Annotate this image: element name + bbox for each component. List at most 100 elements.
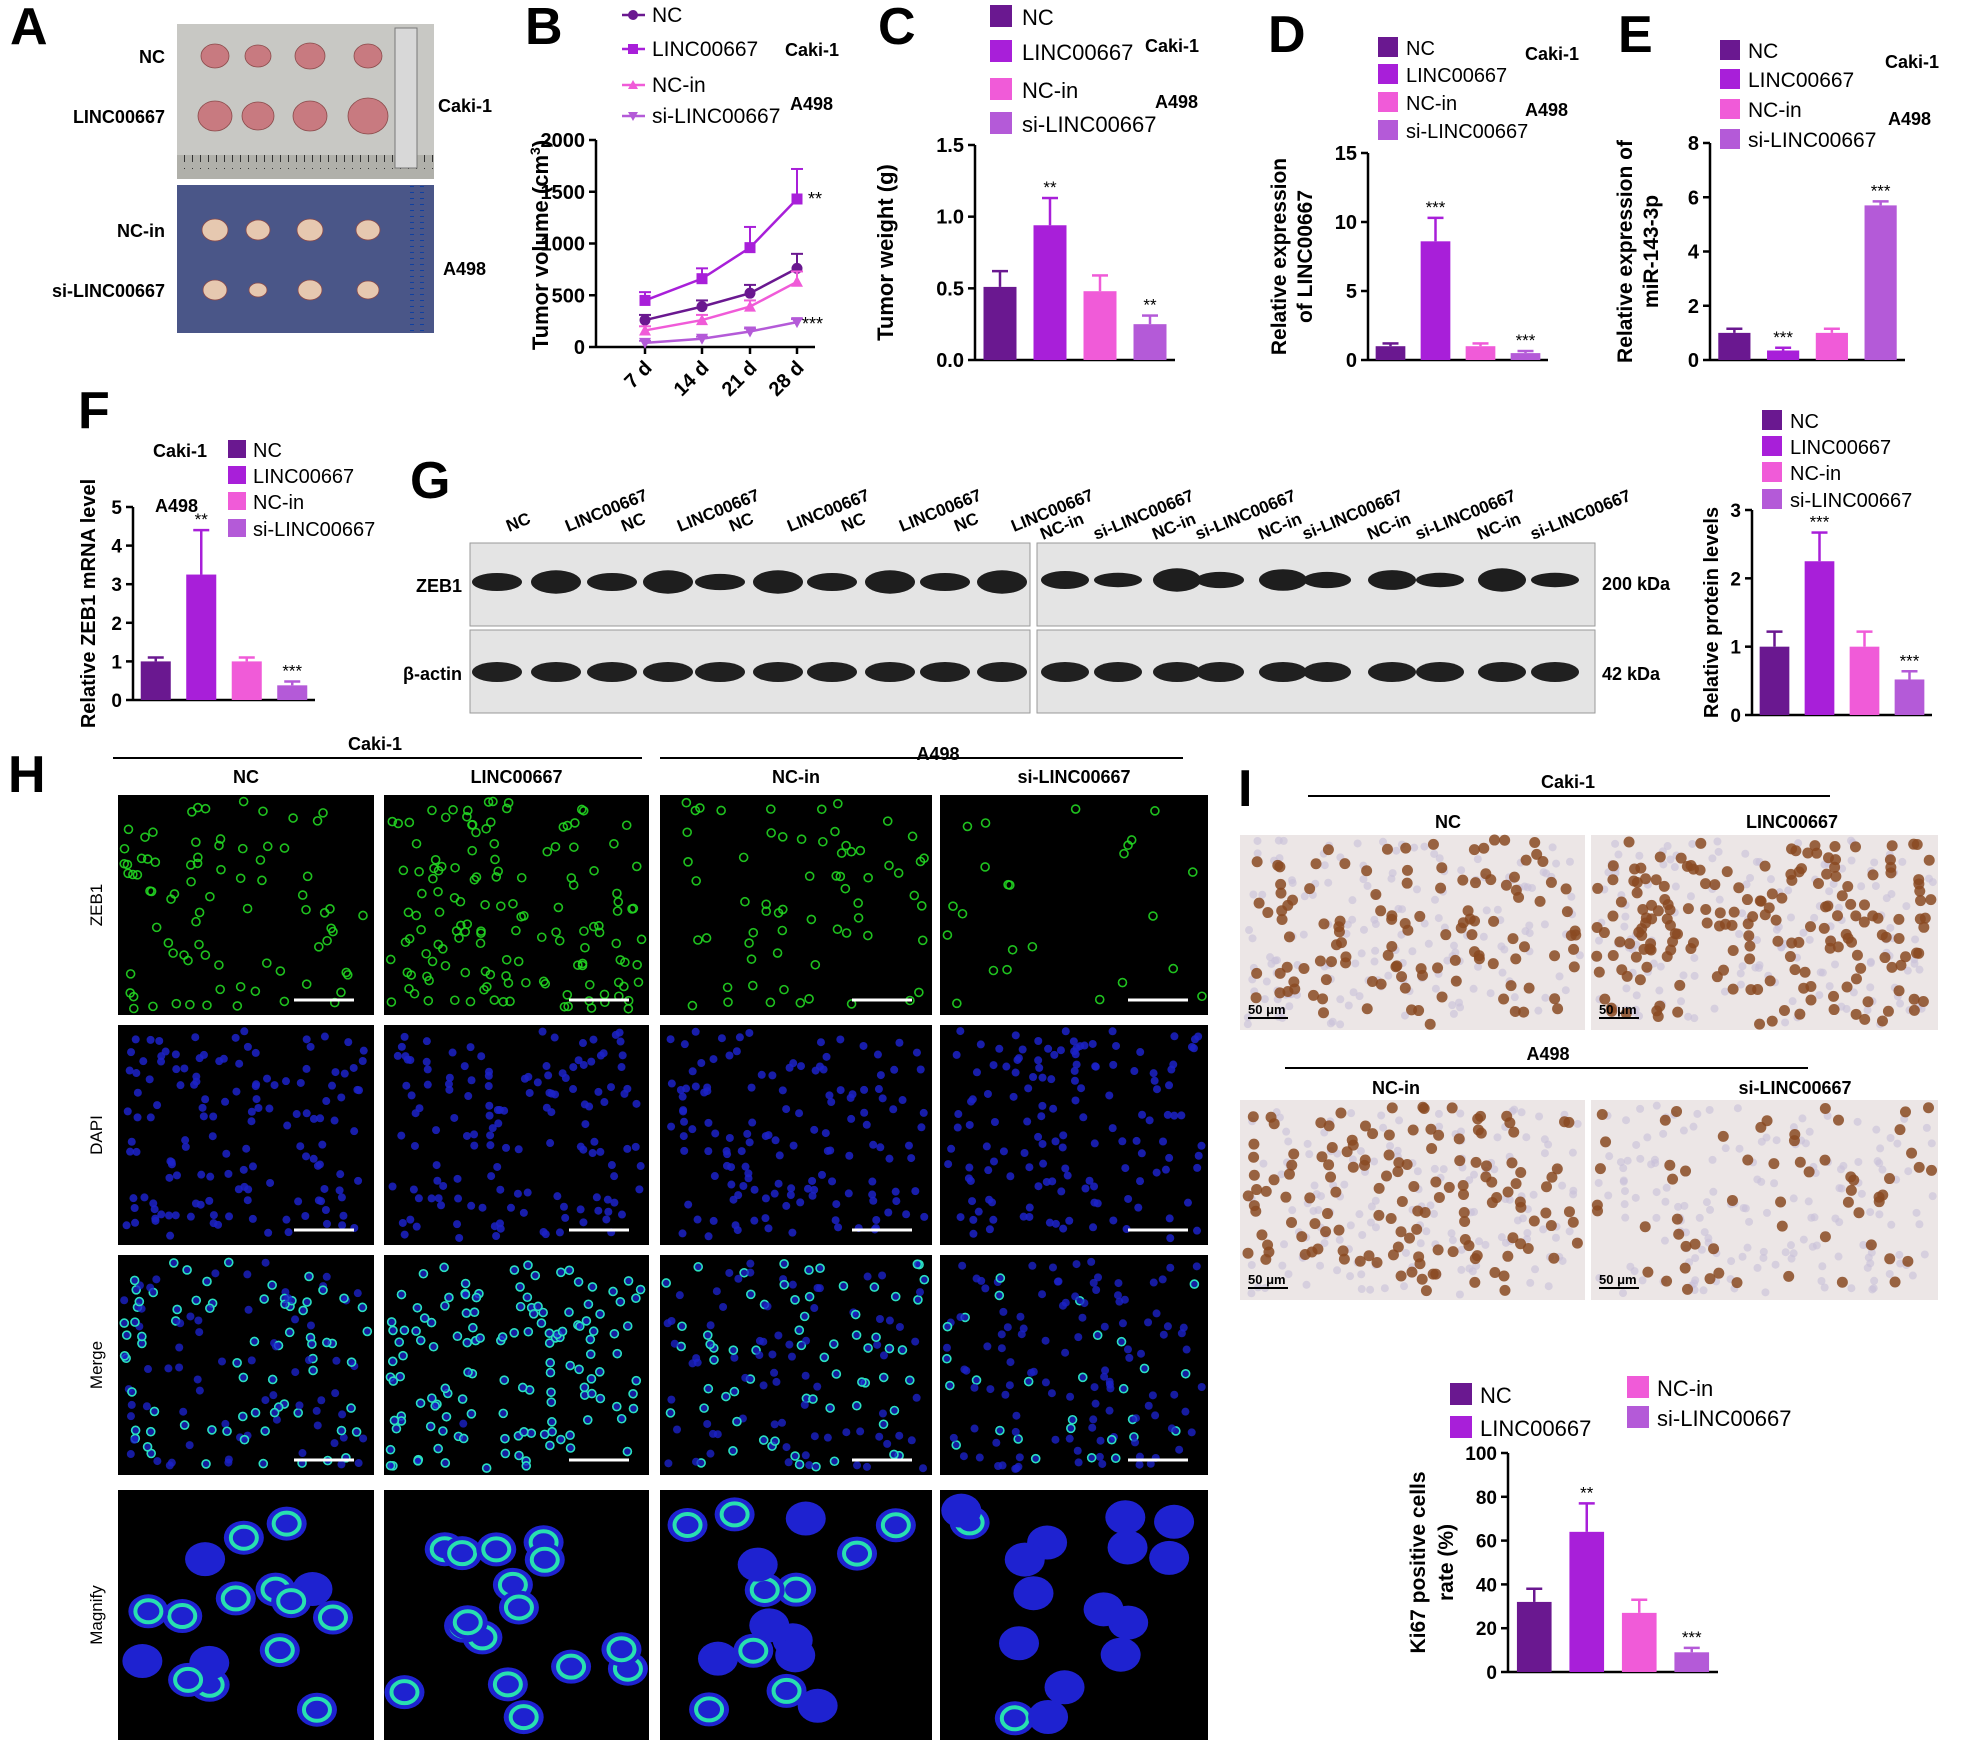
cell xyxy=(1430,1164,1439,1173)
nucleus xyxy=(414,1194,423,1203)
cell xyxy=(1810,913,1819,922)
cell xyxy=(1371,1223,1380,1232)
nucleus xyxy=(772,1377,781,1386)
cell xyxy=(884,1343,895,1354)
positive-nucleus xyxy=(1682,1283,1694,1295)
positive-nucleus xyxy=(1478,842,1490,854)
cell xyxy=(587,1282,598,1292)
nucleus xyxy=(796,1198,805,1207)
nucleus xyxy=(388,1357,397,1366)
nucleus xyxy=(1159,1137,1168,1146)
cell xyxy=(1706,1205,1715,1214)
cell xyxy=(1866,1208,1875,1217)
significance-label: ** xyxy=(808,189,822,209)
positive-nucleus xyxy=(1247,1111,1259,1123)
nucleus xyxy=(588,1282,597,1291)
cell xyxy=(1359,875,1368,884)
cell xyxy=(836,848,847,858)
tumor-icon xyxy=(297,279,323,301)
cell xyxy=(1355,992,1364,1001)
nucleus xyxy=(454,1194,463,1203)
western-band-icon xyxy=(1368,570,1416,590)
x-tick-label: 7 d xyxy=(621,357,657,393)
cell xyxy=(317,1604,348,1631)
nucleus xyxy=(863,1272,872,1281)
y-tick-label: 1000 xyxy=(541,234,586,256)
nucleus xyxy=(1071,1096,1080,1105)
nucleus xyxy=(759,1381,768,1390)
nucleus xyxy=(1149,1278,1158,1287)
cell xyxy=(1523,883,1532,892)
positive-nucleus xyxy=(1459,1216,1471,1228)
cell xyxy=(202,1276,212,1287)
cell xyxy=(1110,1453,1121,1464)
cell xyxy=(672,1511,703,1538)
nucleus xyxy=(895,1322,904,1331)
nucleus xyxy=(942,1343,951,1352)
nucleus xyxy=(975,1453,984,1462)
legend-group-label: A498 xyxy=(1525,100,1568,120)
nucleus xyxy=(965,1163,974,1172)
cell xyxy=(257,875,267,886)
nucleus xyxy=(1197,1141,1206,1150)
cell xyxy=(586,1374,597,1384)
nucleus xyxy=(349,1063,358,1072)
nucleus xyxy=(763,1302,772,1311)
panel-letter-f: F xyxy=(78,382,110,440)
cell xyxy=(1738,909,1747,918)
nucleus xyxy=(589,1327,598,1336)
significance-label: ** xyxy=(1043,178,1057,197)
nucleus xyxy=(706,1340,715,1349)
cell xyxy=(665,1408,676,1418)
nucleus xyxy=(1167,1065,1176,1074)
cell xyxy=(553,902,564,913)
nucleus xyxy=(410,1141,419,1150)
nucleus xyxy=(1024,1084,1033,1093)
legend-label: NC xyxy=(253,440,282,462)
nucleus xyxy=(706,1449,715,1458)
legend-swatch xyxy=(1720,69,1740,89)
positive-nucleus xyxy=(1867,910,1879,922)
cell xyxy=(1469,984,1478,993)
cell xyxy=(255,855,266,865)
cell xyxy=(545,1367,556,1378)
nucleus xyxy=(338,1221,347,1230)
cell xyxy=(1277,1170,1286,1179)
nucleus xyxy=(495,1105,504,1114)
cell xyxy=(705,1339,715,1350)
nucleus xyxy=(294,1197,303,1206)
western-band-icon xyxy=(531,662,581,682)
positive-nucleus xyxy=(1457,874,1469,886)
cell xyxy=(419,1313,430,1323)
nucleus xyxy=(173,1305,182,1314)
cell xyxy=(1521,927,1530,936)
cell xyxy=(1742,880,1751,889)
cell xyxy=(740,896,750,907)
cell xyxy=(594,1367,605,1377)
nucleus xyxy=(1181,1369,1190,1378)
cell xyxy=(169,889,180,899)
nucleus xyxy=(755,1351,764,1360)
nucleus xyxy=(251,1048,260,1057)
nucleus xyxy=(462,1309,471,1318)
legend-swatch xyxy=(1378,37,1398,57)
nucleus xyxy=(723,1150,732,1159)
nucleus xyxy=(248,1162,257,1171)
cell xyxy=(1636,1154,1645,1163)
positive-nucleus xyxy=(1310,858,1322,870)
nucleus xyxy=(259,1459,268,1468)
legend-swatch xyxy=(1762,462,1782,482)
nucleus xyxy=(217,1357,226,1366)
nucleus xyxy=(303,1298,312,1307)
cell xyxy=(748,980,758,991)
cell xyxy=(633,977,644,988)
cell xyxy=(467,845,478,856)
panel-letter-g: G xyxy=(410,452,450,510)
legend-label: LINC00667 xyxy=(1022,40,1133,65)
cell xyxy=(503,1594,534,1621)
panel-letter-b: B xyxy=(525,0,563,56)
cell xyxy=(1561,986,1570,995)
nucleus xyxy=(413,1456,422,1465)
nucleus xyxy=(860,1085,869,1094)
